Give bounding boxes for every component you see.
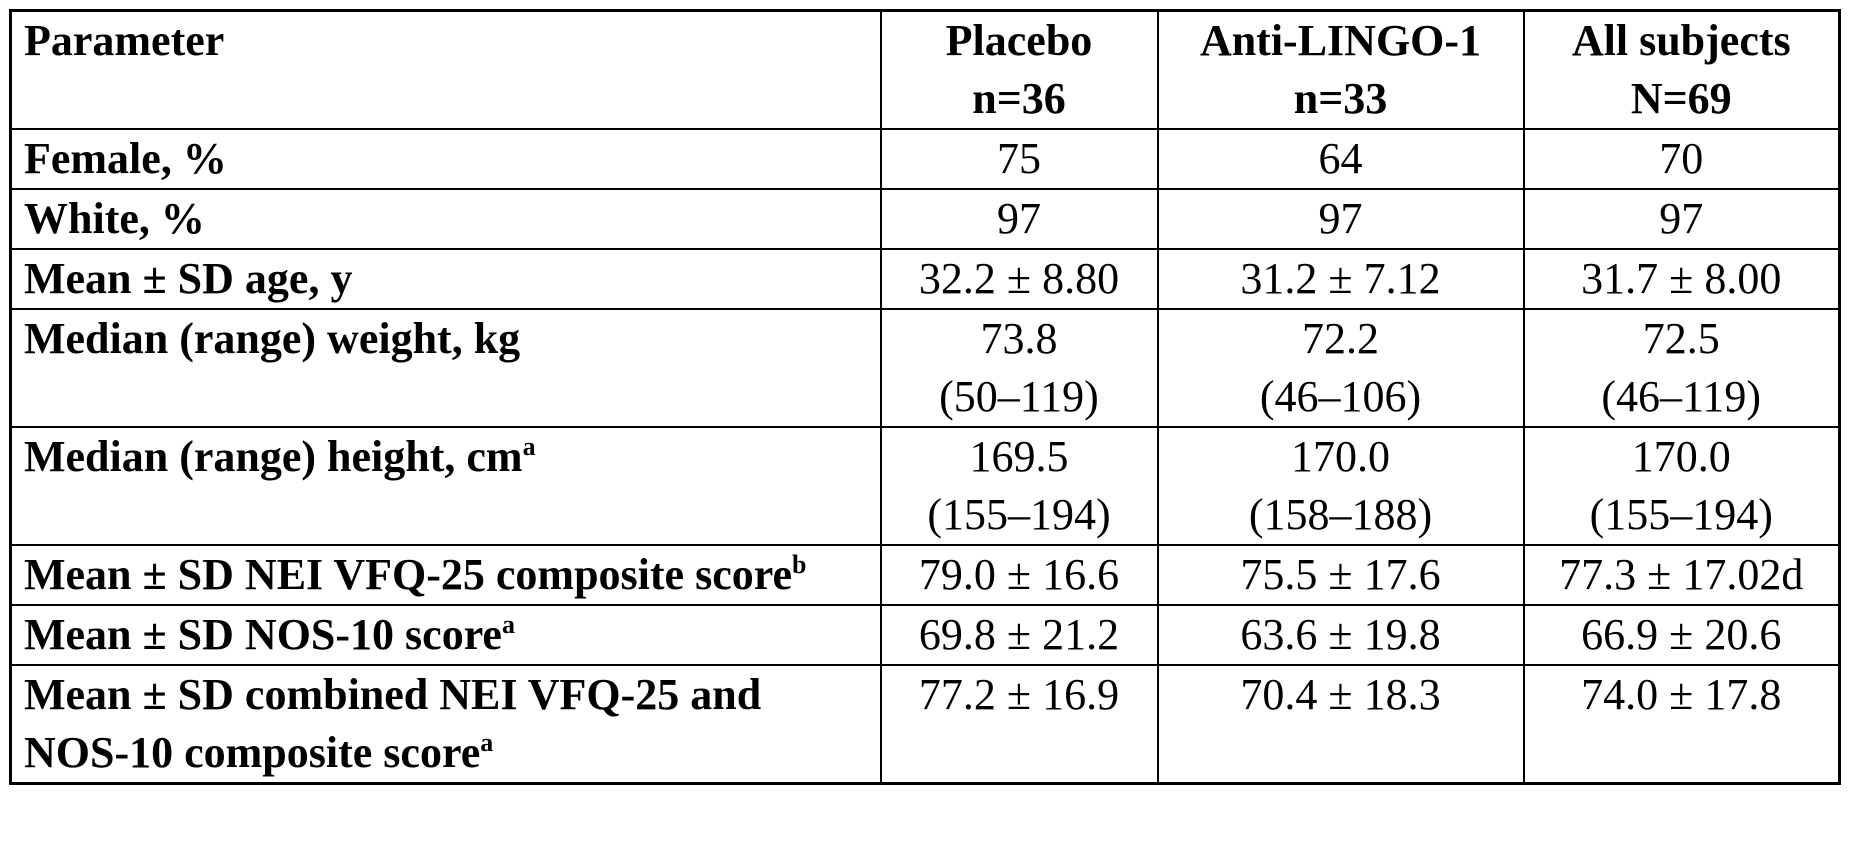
- data-table: ParameterPlacebon=36Anti-LINGO-1n=33All …: [9, 9, 1841, 785]
- header-text: N=69: [1537, 70, 1827, 128]
- header-text: n=36: [894, 70, 1145, 128]
- cell-text: 31.7 ± 8.00: [1537, 250, 1827, 308]
- cell-text: (46–119): [1537, 368, 1827, 426]
- header-cell: Placebon=36: [881, 11, 1158, 130]
- table-row: Mean ± SD combined NEI VFQ-25 and NOS-10…: [11, 665, 1840, 784]
- value-cell: 70: [1524, 129, 1840, 189]
- header-text: Parameter: [24, 12, 868, 70]
- cell-text: 170.0: [1171, 428, 1511, 486]
- value-cell: 72.2(46–106): [1158, 309, 1524, 427]
- value-cell: 73.8(50–119): [881, 309, 1158, 427]
- value-cell: 32.2 ± 8.80: [881, 249, 1158, 309]
- cell-text: (155–194): [1537, 486, 1827, 544]
- row-label: White, %: [24, 194, 205, 243]
- cell-text: 77.2 ± 16.9: [894, 666, 1145, 724]
- cell-text: 170.0: [1537, 428, 1827, 486]
- value-cell: 97: [1158, 189, 1524, 249]
- value-cell: 72.5(46–119): [1524, 309, 1840, 427]
- value-cell: 75: [881, 129, 1158, 189]
- cell-text: 79.0 ± 16.6: [894, 546, 1145, 604]
- row-label: Median (range) weight, kg: [24, 314, 520, 363]
- value-cell: 31.2 ± 7.12: [1158, 249, 1524, 309]
- table-row: Median (range) weight, kg73.8(50–119)72.…: [11, 309, 1840, 427]
- row-label-cell: Mean ± SD NOS-10 scorea: [11, 605, 881, 665]
- value-cell: 97: [881, 189, 1158, 249]
- cell-text: 97: [894, 190, 1145, 248]
- header-cell: All subjectsN=69: [1524, 11, 1840, 130]
- row-label-cell: Mean ± SD NEI VFQ-25 composite scoreb: [11, 545, 881, 605]
- cell-text: 32.2 ± 8.80: [894, 250, 1145, 308]
- value-cell: 63.6 ± 19.8: [1158, 605, 1524, 665]
- cell-text: 31.2 ± 7.12: [1171, 250, 1511, 308]
- cell-text: 64: [1171, 130, 1511, 188]
- cell-text: (158–188): [1171, 486, 1511, 544]
- cell-text: 74.0 ± 17.8: [1537, 666, 1827, 724]
- header-cell: Parameter: [11, 11, 881, 130]
- footnote-mark: a: [480, 728, 493, 757]
- cell-text: 75.5 ± 17.6: [1171, 546, 1511, 604]
- row-label: Median (range) height, cm: [24, 432, 523, 481]
- row-label-cell: Female, %: [11, 129, 881, 189]
- footnote-mark: a: [523, 432, 536, 461]
- value-cell: 97: [1524, 189, 1840, 249]
- table-row: Median (range) height, cma169.5(155–194)…: [11, 427, 1840, 545]
- value-cell: 70.4 ± 18.3: [1158, 665, 1524, 784]
- value-cell: 170.0(155–194): [1524, 427, 1840, 545]
- header-text: All subjects: [1537, 12, 1827, 70]
- table-row: Mean ± SD NOS-10 scorea69.8 ± 21.263.6 ±…: [11, 605, 1840, 665]
- row-label-cell: White, %: [11, 189, 881, 249]
- row-label-cell: Mean ± SD combined NEI VFQ-25 and NOS-10…: [11, 665, 881, 784]
- table-row: Mean ± SD age, y 32.2 ± 8.80 31.2 ± 7.12 31…: [11, 249, 1840, 309]
- value-cell: 69.8 ± 21.2: [881, 605, 1158, 665]
- value-cell: 66.9 ± 20.6: [1524, 605, 1840, 665]
- cell-text: (155–194): [894, 486, 1145, 544]
- table-row: Mean ± SD NEI VFQ-25 composite scoreb79.…: [11, 545, 1840, 605]
- header-cell: Anti-LINGO-1n=33: [1158, 11, 1524, 130]
- row-label-cell: Median (range) height, cma: [11, 427, 881, 545]
- row-label-cell: Mean ± SD age, y: [11, 249, 881, 309]
- footnote-mark: a: [502, 610, 515, 639]
- cell-text: 66.9 ± 20.6: [1537, 606, 1827, 664]
- cell-text: (50–119): [894, 368, 1145, 426]
- footnote-mark: b: [792, 550, 806, 579]
- value-cell: 79.0 ± 16.6: [881, 545, 1158, 605]
- value-cell: 169.5(155–194): [881, 427, 1158, 545]
- header-row: ParameterPlacebon=36Anti-LINGO-1n=33All …: [11, 11, 1840, 130]
- header-text: Anti-LINGO-1: [1171, 12, 1511, 70]
- value-cell: 31.7 ± 8.00: [1524, 249, 1840, 309]
- cell-text: (46–106): [1171, 368, 1511, 426]
- cell-text: 72.2: [1171, 310, 1511, 368]
- cell-text: 63.6 ± 19.8: [1171, 606, 1511, 664]
- cell-text: 169.5: [894, 428, 1145, 486]
- cell-text: 97: [1171, 190, 1511, 248]
- value-cell: 75.5 ± 17.6: [1158, 545, 1524, 605]
- cell-text: 70: [1537, 130, 1827, 188]
- value-cell: 170.0(158–188): [1158, 427, 1524, 545]
- cell-text: 75: [894, 130, 1145, 188]
- value-cell: 77.2 ± 16.9: [881, 665, 1158, 784]
- row-label: Mean ± SD NEI VFQ-25 composite score: [24, 550, 792, 599]
- value-cell: 64: [1158, 129, 1524, 189]
- row-label-cell: Median (range) weight, kg: [11, 309, 881, 427]
- cell-text: 72.5: [1537, 310, 1827, 368]
- header-text: Placebo: [894, 12, 1145, 70]
- value-cell: 77.3 ± 17.02d: [1524, 545, 1840, 605]
- table-row: Female, % 75 64 70: [11, 129, 1840, 189]
- cell-text: 69.8 ± 21.2: [894, 606, 1145, 664]
- row-label: Mean ± SD age, y: [24, 254, 352, 303]
- row-label: Mean ± SD NOS-10 score: [24, 610, 502, 659]
- cell-text: 70.4 ± 18.3: [1171, 666, 1511, 724]
- header-text: n=33: [1171, 70, 1511, 128]
- cell-text: 77.3 ± 17.02d: [1537, 546, 1827, 604]
- cell-text: 97: [1537, 190, 1827, 248]
- row-label: Mean ± SD combined NEI VFQ-25 and NOS-10…: [24, 670, 761, 777]
- table-row: White, % 97 97 97: [11, 189, 1840, 249]
- row-label: Female, %: [24, 134, 227, 183]
- value-cell: 74.0 ± 17.8: [1524, 665, 1840, 784]
- cell-text: 73.8: [894, 310, 1145, 368]
